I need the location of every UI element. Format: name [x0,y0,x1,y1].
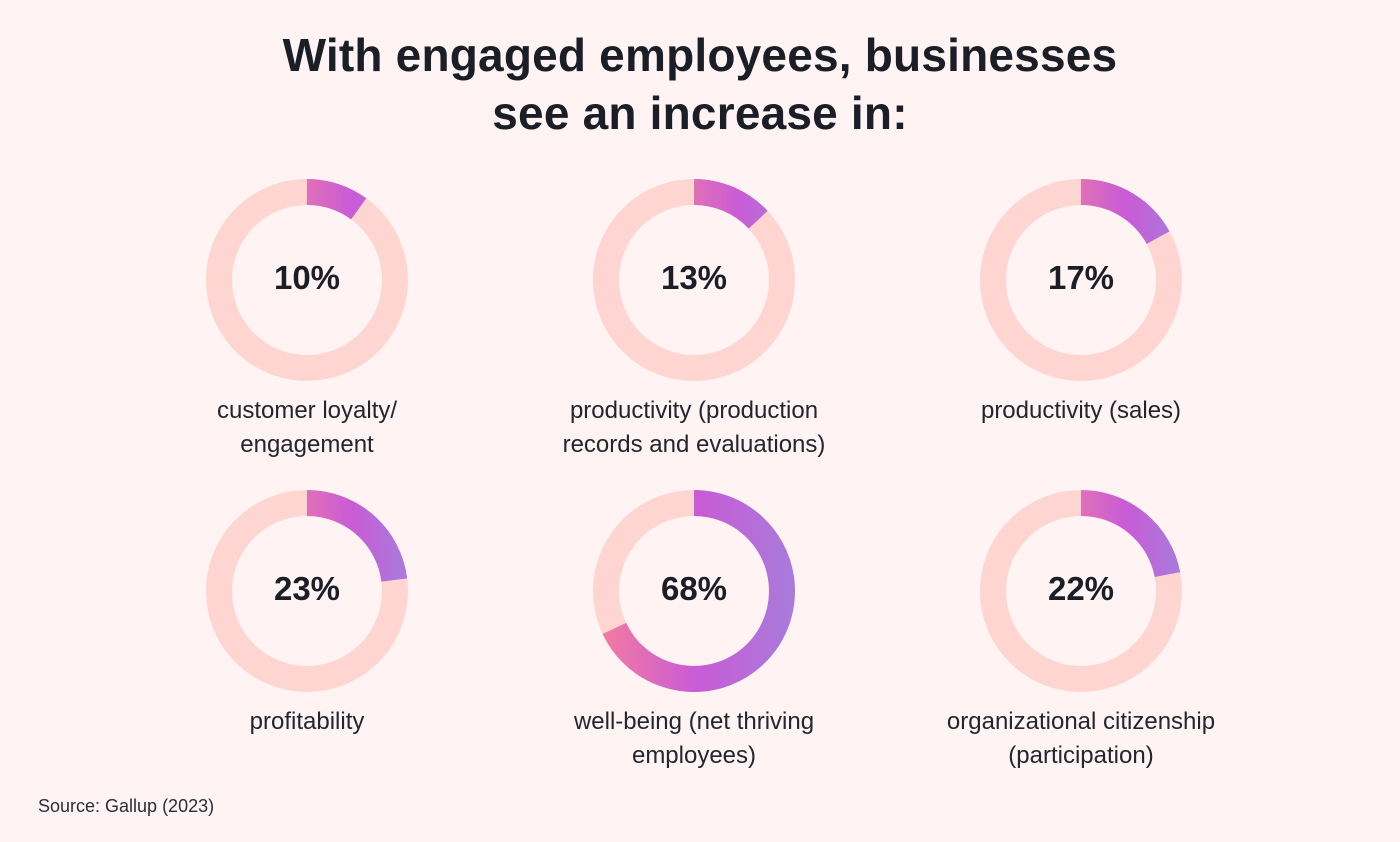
donut-percent-label: 22% [1047,570,1115,607]
donut-category-label: customer loyalty/engagement [117,394,497,462]
label-line: customer loyalty/ [216,397,398,424]
donut-percent-label: 68% [660,570,728,607]
donut-chart [206,490,408,692]
label-line: engagement [240,431,374,458]
donut-chart [980,179,1182,381]
donut-card: 23% profitability [117,488,497,735]
donut-chart [593,179,795,381]
donut-card: 13% productivity (production records and e… [504,177,884,458]
label-line: (participation) [1008,742,1154,769]
donut-value-arc [306,490,408,583]
donut-category-label: productivity (sales) [891,394,1271,428]
label-line: employees) [631,742,757,769]
donut-card: 17% productivity (sales) [891,177,1271,424]
donut-value-arc [1080,490,1181,578]
title-line-2: see an increase in: [492,87,908,139]
donut-value-arc [602,490,795,692]
donut-percent-label: 17% [1047,259,1115,296]
donut-card: 10% customer loyalty/engagement [117,177,497,458]
label-line: records and evaluations) [562,431,826,458]
title-line-1: With engaged employees, businesses [282,29,1118,81]
donut-percent-label: 10% [273,259,341,296]
donut-percent-label: 23% [273,570,341,607]
donut-chart [593,490,795,692]
donut-value-arc [306,179,367,220]
label-line: productivity (production [569,397,819,424]
donut-card: 68% well-being (net thriving employees) [504,488,884,769]
donut-category-label: organizational citizenship (participation… [891,705,1271,773]
label-line: organizational citizenship [946,708,1216,735]
donut-category-label: well-being (net thriving employees) [504,705,884,773]
label-line: profitability [249,708,365,735]
source-note: Source: Gallup (2023) [38,796,215,816]
donut-card: 22% organizational citizenship (participat… [891,488,1271,769]
label-line: well-being (net thriving [573,708,815,735]
donut-chart [206,179,408,381]
donut-value-arc [693,179,768,229]
donut-percent-label: 13% [660,259,728,296]
label-line: productivity (sales) [980,397,1182,424]
donut-category-label: productivity (production records and eval… [504,394,884,462]
page-title: With engaged employees, businesses see a… [0,26,1400,142]
donut-chart [980,490,1182,692]
donut-category-label: profitability [117,705,497,739]
donut-value-arc [1080,179,1170,245]
